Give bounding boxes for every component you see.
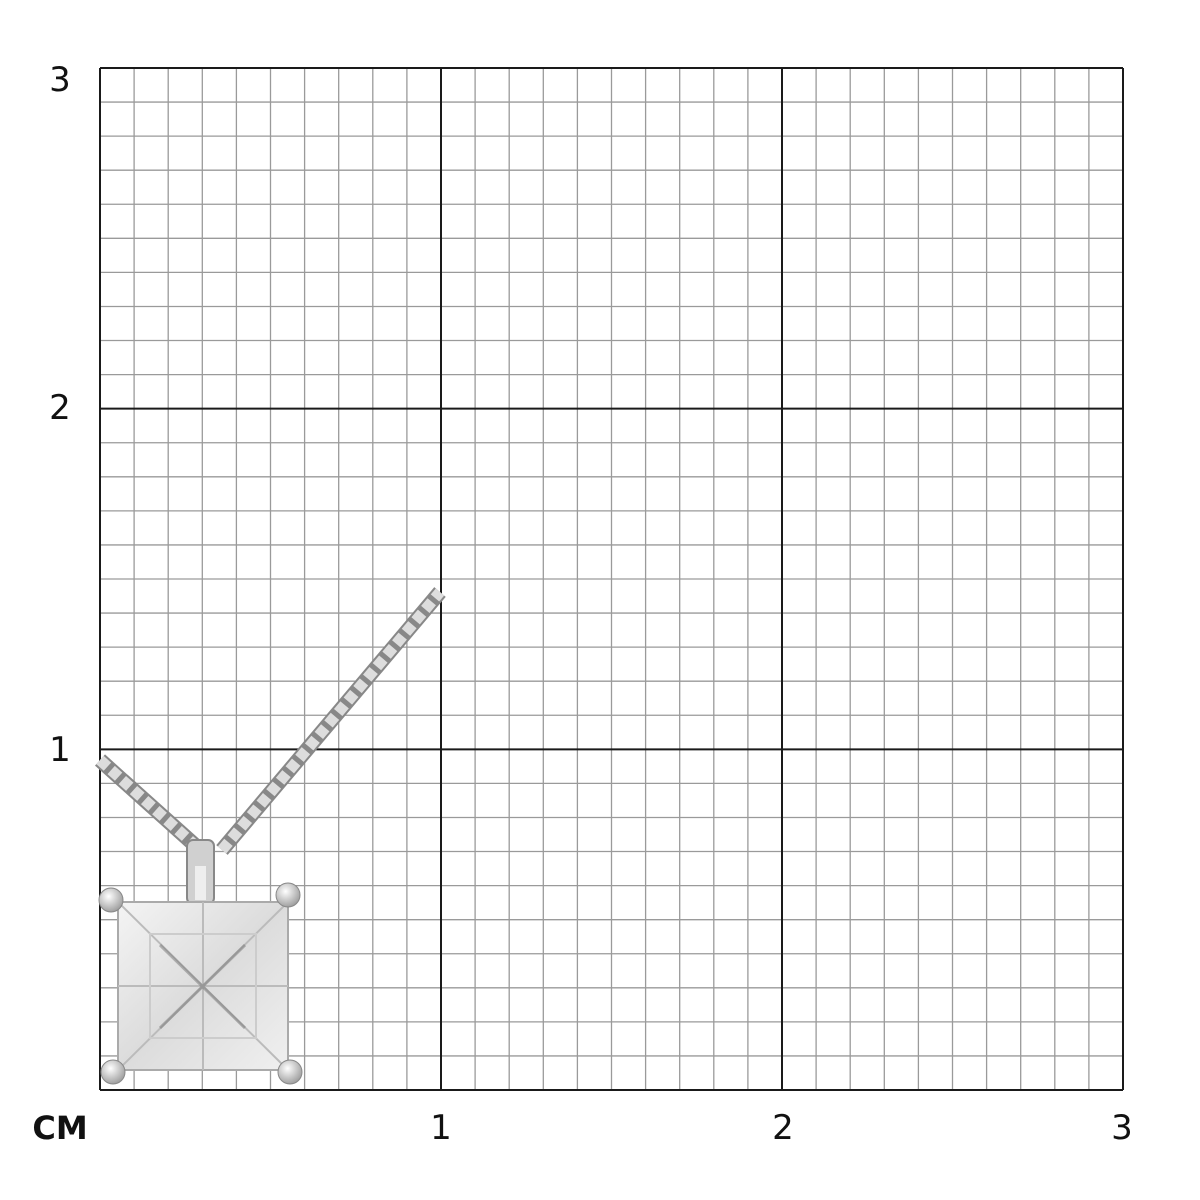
- unit-label: CM: [32, 1109, 88, 1147]
- diamond-icon: [117, 901, 289, 1071]
- y-label-3: 3: [49, 60, 71, 100]
- chain-icon: [94, 587, 446, 855]
- x-label-3: 3: [1111, 1108, 1133, 1148]
- x-label-1: 1: [430, 1108, 452, 1148]
- x-label-2: 2: [772, 1108, 794, 1148]
- y-label-1: 1: [49, 730, 71, 770]
- bail-icon: [186, 839, 215, 905]
- prongs-icon: [98, 882, 303, 1085]
- y-label-2: 2: [49, 388, 71, 428]
